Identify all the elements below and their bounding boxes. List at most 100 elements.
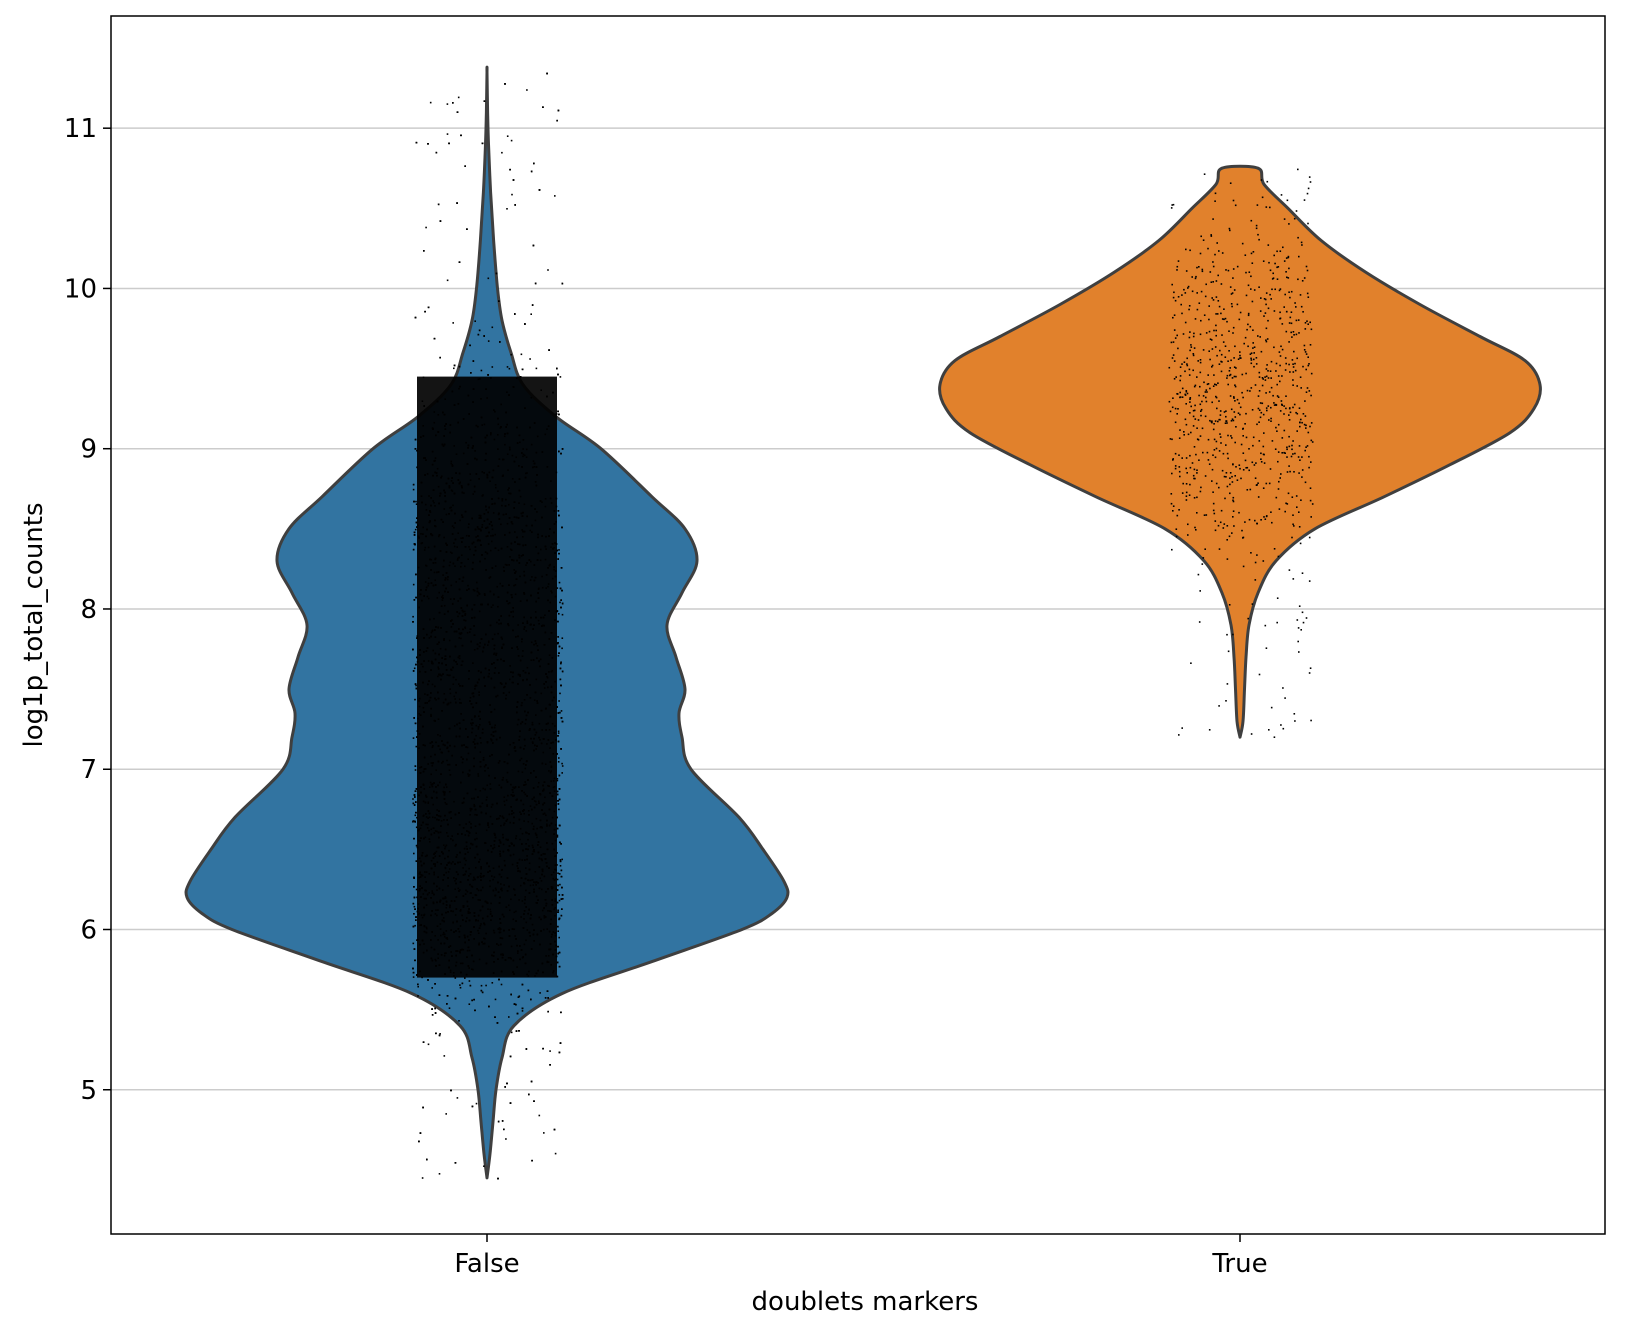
jitter-point — [554, 1152, 557, 1155]
jitter-point — [474, 1009, 476, 1012]
jitter-point — [543, 1132, 545, 1134]
jitter-point — [454, 1162, 457, 1164]
jitter-point — [561, 647, 563, 650]
jitter-point — [561, 602, 564, 605]
jitter-point — [412, 942, 415, 945]
jitter-point — [416, 974, 418, 976]
jitter-point — [557, 373, 559, 376]
jitter-point — [427, 306, 430, 309]
jitter-point — [469, 984, 472, 987]
jitter-point — [415, 500, 417, 503]
jitter-point — [412, 670, 415, 672]
jitter-point — [559, 883, 561, 886]
jitter-point — [464, 977, 466, 979]
jitter-point — [459, 984, 461, 986]
jitter-point — [412, 548, 415, 551]
jitter-point — [561, 637, 564, 639]
jitter-point — [415, 826, 418, 829]
jitter-point — [415, 684, 417, 687]
jitter-point — [558, 965, 561, 968]
jitter-point — [494, 1016, 496, 1018]
jitter-point — [459, 986, 462, 989]
jitter-point — [560, 662, 562, 665]
jitter-point — [556, 878, 559, 881]
jitter-point — [468, 1003, 471, 1005]
jitter-point — [412, 976, 415, 978]
jitter-point — [498, 978, 500, 981]
jitter-point — [547, 1010, 549, 1013]
jitter-point — [559, 601, 561, 604]
jitter-point — [559, 1042, 562, 1044]
jitter-point — [556, 779, 559, 782]
jitter-point — [556, 367, 558, 370]
jitter-point — [561, 526, 563, 529]
jitter-point — [425, 226, 427, 229]
jitter-point — [558, 549, 560, 551]
jitter-point — [561, 765, 564, 767]
jitter-point — [448, 1007, 451, 1009]
jitter-false — [412, 72, 564, 1180]
jitter-point — [558, 757, 560, 759]
jitter-point — [559, 692, 561, 695]
jitter-point — [529, 358, 531, 360]
jitter-point — [412, 488, 415, 491]
jitter-point — [446, 103, 449, 105]
jitter-point — [558, 788, 561, 790]
jitter-point — [557, 636, 559, 638]
jitter-point — [530, 313, 532, 315]
jitter-point — [557, 884, 559, 887]
jitter-point — [423, 250, 425, 252]
jitter-point — [446, 133, 449, 135]
jitter-point — [453, 367, 455, 370]
jitter-point — [412, 615, 414, 618]
jitter-point — [513, 1003, 516, 1005]
jitter-point — [454, 977, 457, 979]
jitter-point — [557, 655, 560, 657]
jitter-point — [561, 858, 563, 861]
jitter-point — [471, 999, 473, 1002]
jitter-point — [557, 558, 559, 560]
jitter-point — [481, 142, 484, 145]
jitter-point — [521, 368, 524, 371]
jitter-point — [549, 1064, 551, 1066]
jitter-point — [510, 139, 513, 142]
jitter-point — [421, 1177, 424, 1179]
jitter-point — [506, 208, 508, 210]
jitter-point — [415, 141, 418, 144]
jitter-point — [547, 269, 549, 271]
jitter-point — [558, 873, 561, 875]
jitter-point — [556, 834, 559, 837]
jitter-point — [491, 982, 494, 984]
jitter-point — [556, 961, 559, 964]
jitter-point — [429, 101, 432, 104]
jitter-point — [456, 111, 459, 113]
jitter-point — [413, 534, 416, 536]
jitter-point — [452, 322, 454, 324]
jitter-point — [413, 913, 415, 915]
jitter-point — [505, 1138, 507, 1140]
jitter-point — [558, 824, 561, 827]
jitter-point — [561, 613, 564, 616]
jitter-point — [520, 353, 523, 356]
jitter-point — [431, 1014, 434, 1016]
jitter-point — [480, 984, 483, 987]
jitter-point — [415, 916, 417, 918]
jitter-point — [557, 925, 559, 928]
jitter-point — [557, 109, 560, 112]
jitter-point — [413, 837, 415, 840]
jitter-point — [535, 367, 538, 370]
jitter-point — [558, 700, 560, 702]
jitter-point — [508, 367, 511, 370]
jitter-point — [417, 985, 419, 988]
jitter-point — [561, 772, 563, 774]
jitter-point — [439, 1033, 441, 1035]
jitter-point — [480, 369, 483, 372]
jitter-point — [526, 89, 528, 91]
jitter-point — [510, 993, 512, 996]
jitter-point — [539, 992, 541, 994]
jitter-point — [521, 1010, 524, 1012]
jitter-point — [412, 821, 414, 823]
jitter-point — [558, 899, 561, 902]
jitter-point — [412, 737, 415, 739]
